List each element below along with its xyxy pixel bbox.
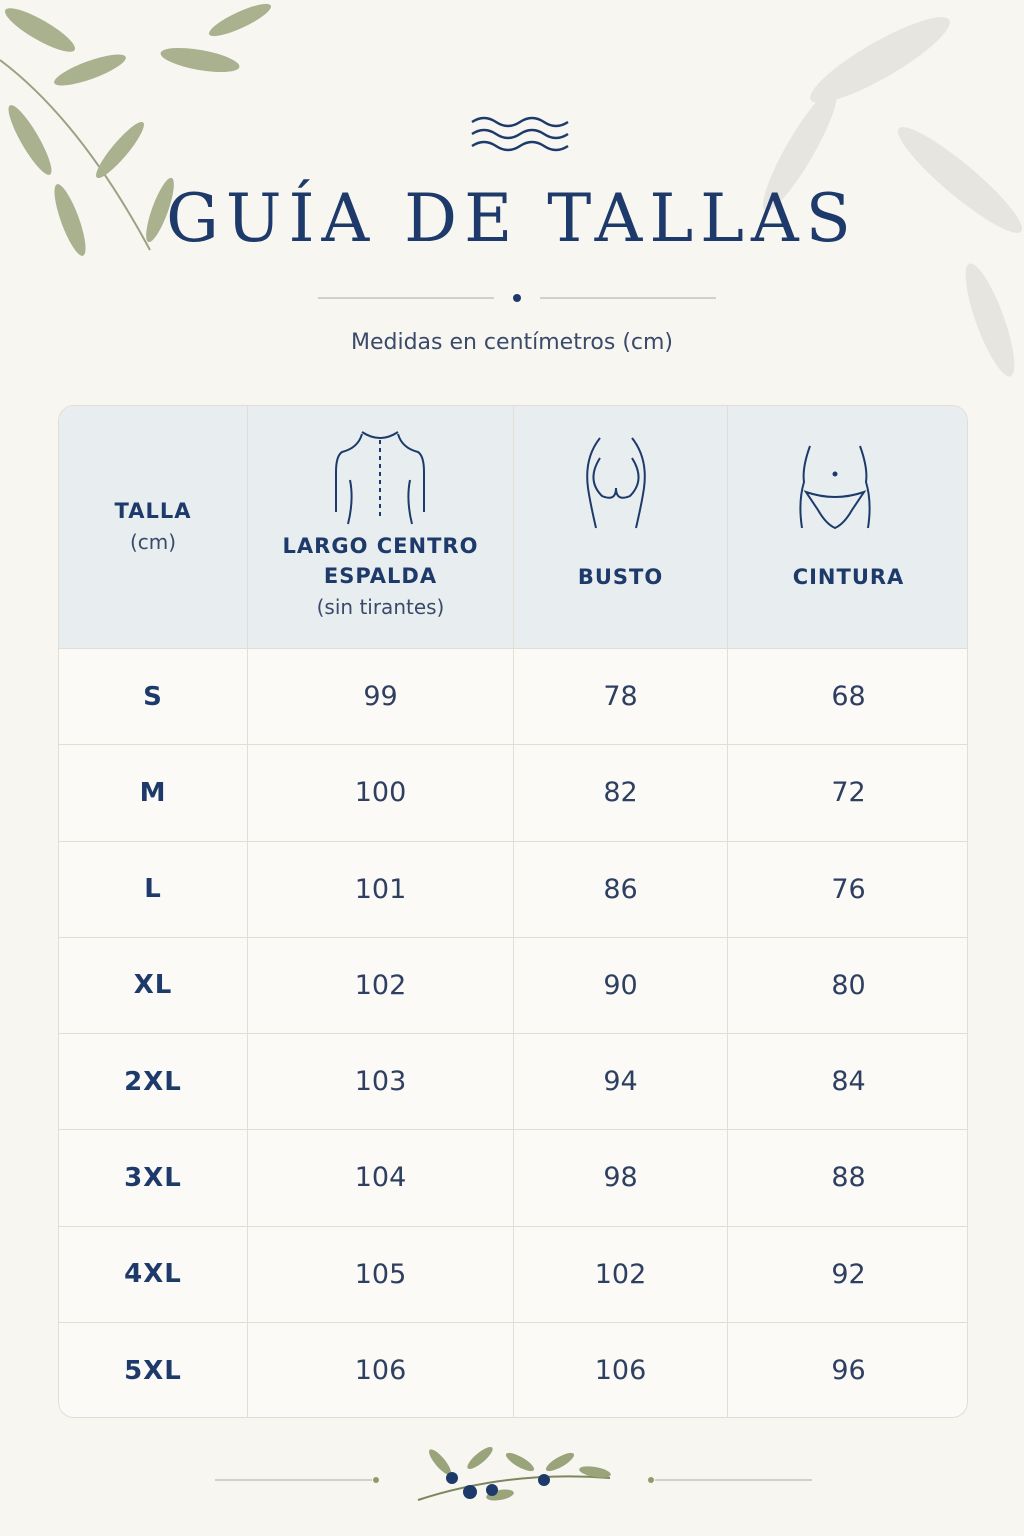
column-sublabel: (cm) bbox=[129, 530, 177, 554]
size-label: M bbox=[59, 745, 248, 842]
leaves bbox=[0, 3, 271, 256]
size-table: TALLA (cm) LARGO CENTRO ESPALDA (sin tirant… bbox=[58, 405, 968, 1418]
measurement: 102 bbox=[514, 1226, 728, 1323]
measurement: 102 bbox=[248, 937, 514, 1034]
subtitle: Medidas en centímetros (cm) bbox=[350, 330, 674, 355]
measurement: 82 bbox=[514, 745, 728, 842]
measurement: 92 bbox=[728, 1227, 967, 1323]
measurement: 84 bbox=[728, 1034, 967, 1131]
column-label: TALLA bbox=[114, 499, 192, 523]
bottom-ornament bbox=[215, 1447, 812, 1501]
measurement: 98 bbox=[514, 1130, 728, 1227]
measurement: 99 bbox=[248, 649, 514, 746]
size-label: 2XL bbox=[59, 1034, 248, 1131]
leaf-shadow bbox=[762, 17, 1023, 377]
measurement: 105 bbox=[248, 1226, 514, 1323]
header-cell: CINTURA bbox=[728, 406, 967, 649]
column-sublabel: (sin tirantes) bbox=[316, 595, 445, 619]
wave-icon bbox=[471, 116, 569, 152]
size-label: 3XL bbox=[59, 1130, 248, 1227]
size-label: XL bbox=[59, 937, 248, 1034]
measurement: 90 bbox=[514, 937, 728, 1034]
measurement: 86 bbox=[514, 841, 728, 938]
measurement: 96 bbox=[831, 1355, 866, 1387]
column-label: LARGO CENTRO ESPALDA bbox=[282, 534, 479, 588]
title: GUÍA DE TALLAS bbox=[166, 180, 858, 257]
header-cell: BUSTO bbox=[514, 406, 728, 649]
measurement: 106 bbox=[248, 1322, 514, 1417]
size-label: L bbox=[59, 841, 248, 938]
measurement: 94 bbox=[514, 1034, 728, 1131]
measurement: 80 bbox=[728, 938, 967, 1034]
measurement: 88 bbox=[728, 1130, 967, 1227]
measurement: 106 bbox=[514, 1322, 728, 1417]
measurement: 101 bbox=[248, 841, 514, 938]
measurement: 104 bbox=[248, 1130, 514, 1227]
column-label: CINTURA bbox=[792, 565, 905, 589]
measurement: 72 bbox=[728, 745, 967, 842]
measurement: 103 bbox=[248, 1034, 514, 1131]
header-cell: TALLA (cm) bbox=[59, 406, 248, 649]
column-label: BUSTO bbox=[577, 565, 664, 589]
measurement: 76 bbox=[728, 842, 967, 938]
divider bbox=[318, 294, 716, 302]
header-cell: LARGO CENTRO ESPALDA (sin tirantes) bbox=[248, 406, 514, 649]
size-label: 5XL bbox=[59, 1322, 248, 1417]
measurement: 78 bbox=[514, 649, 728, 746]
size-label: 4XL bbox=[59, 1226, 248, 1323]
measurement: 100 bbox=[248, 745, 514, 842]
size-label: S bbox=[59, 649, 248, 746]
measurement: 68 bbox=[728, 649, 967, 746]
